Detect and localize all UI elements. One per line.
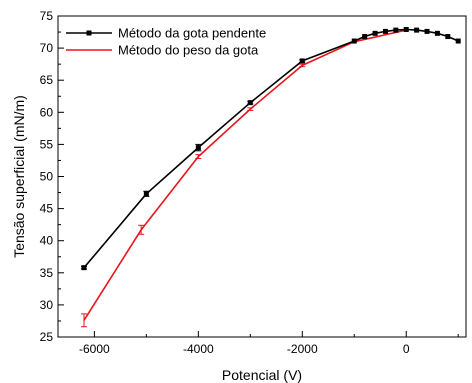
y-tick-label: 45 xyxy=(40,202,54,216)
y-tick-label: 40 xyxy=(40,234,54,248)
legend-label-gota-pendente: Método da gota pendente xyxy=(118,26,266,41)
data-point xyxy=(445,34,451,40)
data-point xyxy=(362,34,368,40)
y-tick-label: 65 xyxy=(40,73,54,87)
data-point xyxy=(372,30,378,36)
data-point xyxy=(195,145,201,151)
y-tick-label: 70 xyxy=(40,41,54,55)
data-point xyxy=(382,28,388,34)
series-line xyxy=(83,28,459,269)
y-tick-label: 50 xyxy=(40,170,54,184)
y-tick-label: 55 xyxy=(40,137,54,151)
data-point xyxy=(81,265,87,271)
y-tick-label: 30 xyxy=(40,298,54,312)
legend-label-peso-da-gota: Método do peso da gota xyxy=(118,43,259,58)
y-tick-label: 60 xyxy=(40,105,54,119)
data-point xyxy=(434,30,440,36)
minor-ticks xyxy=(58,31,459,337)
x-axis-ticks: -6000 -4000 -2000 0 xyxy=(79,331,410,356)
x-tick-label: -6000 xyxy=(79,342,110,356)
y-tick-label: 25 xyxy=(40,330,54,344)
series-line xyxy=(83,29,407,321)
data-point xyxy=(247,100,253,106)
series-layer xyxy=(80,26,461,328)
data-point xyxy=(455,38,461,44)
data-point xyxy=(424,28,430,34)
series-0 xyxy=(80,26,461,271)
data-point xyxy=(143,191,149,197)
series-1 xyxy=(80,29,407,328)
y-tick-label: 75 xyxy=(40,9,54,23)
plot-area-frame xyxy=(57,15,467,338)
data-point xyxy=(299,58,305,64)
x-tick-label: 0 xyxy=(403,342,410,356)
y-axis-title: Tensão superficial (mN/m) xyxy=(11,95,27,258)
x-tick-label: -2000 xyxy=(287,342,318,356)
legend: Método da gota pendente Método do peso d… xyxy=(66,26,266,58)
data-point xyxy=(414,27,420,33)
y-axis-ticks: 25 30 35 40 45 50 55 60 65 70 75 xyxy=(40,9,64,344)
x-tick-label: -4000 xyxy=(183,342,214,356)
legend-marker-gota-pendente xyxy=(86,30,92,36)
data-point xyxy=(393,27,399,33)
x-axis-title: Potencial (V) xyxy=(222,367,302,383)
y-tick-label: 35 xyxy=(40,266,54,280)
data-point xyxy=(403,26,409,32)
data-point xyxy=(351,38,357,44)
